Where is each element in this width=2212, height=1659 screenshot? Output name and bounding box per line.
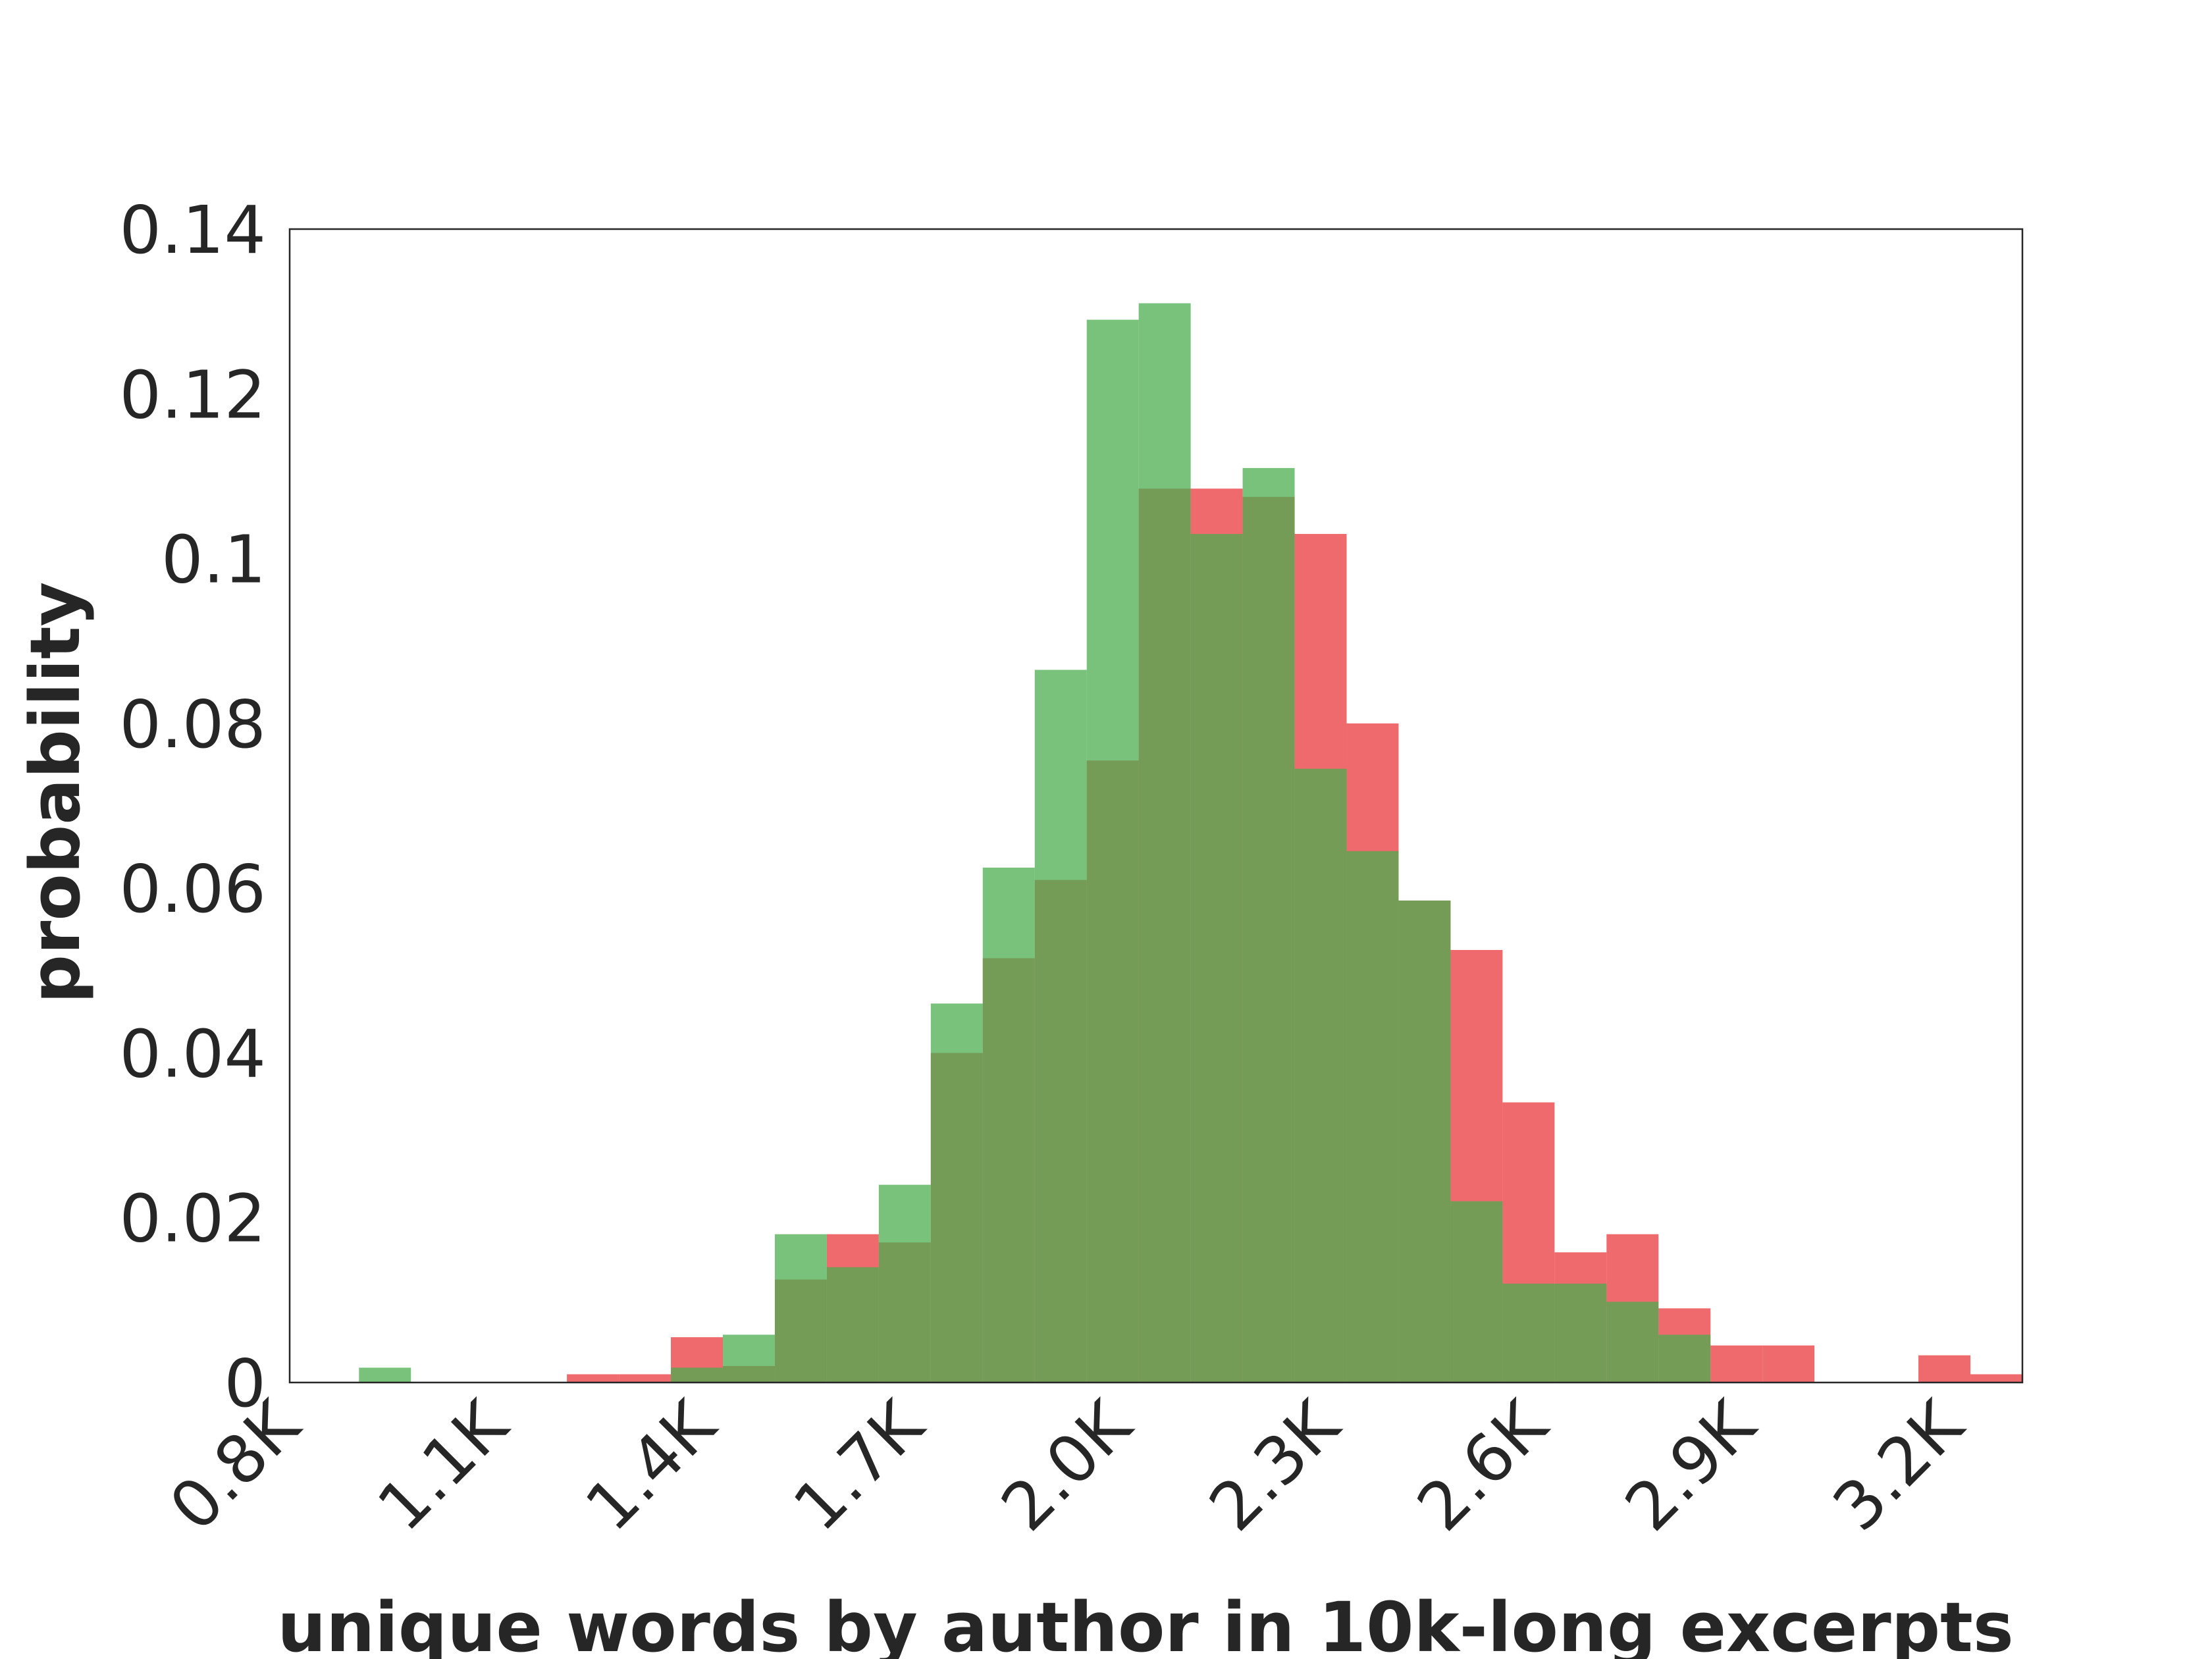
series-2-bar-5 [826, 1267, 879, 1382]
series-2-bar-13 [1242, 467, 1295, 1382]
x-tick-label: 2.0K [987, 1386, 1147, 1546]
series-2-bar-19 [1554, 1283, 1607, 1382]
x-tick-label: 1.1K [363, 1386, 523, 1546]
series-2-bar-2 [671, 1367, 723, 1382]
x-axis-title: unique words by author in 10k-long excer… [277, 1587, 2014, 1659]
histogram-bars [359, 303, 2022, 1383]
series-2-bar-10 [1086, 319, 1139, 1383]
series-2-bar-18 [1502, 1283, 1555, 1382]
y-axis-ticks: 0 0.02 0.04 0.06 0.08 0.1 0.12 0.14 [119, 192, 266, 1422]
series-2-bar-16 [1398, 900, 1451, 1382]
series-1-bar-24 [1762, 1345, 1815, 1382]
series-2-bar-1 [359, 1367, 411, 1382]
y-tick-label: 0.12 [119, 356, 266, 433]
series-2-bar-14 [1294, 768, 1347, 1382]
x-tick-label: 1.7K [779, 1386, 939, 1546]
series-2-bar-21 [1658, 1334, 1711, 1382]
x-tick-label: 2.3K [1195, 1386, 1355, 1546]
x-axis-ticks: 0.8K 1.1K 1.4K 1.7K 2.0K 2.3K 2.6K 2.9K 3.2K [155, 1386, 1978, 1546]
series-2-bar-3 [723, 1334, 775, 1382]
series-2-bar-20 [1606, 1302, 1659, 1382]
x-tick-label: 3.2K [1818, 1386, 1978, 1546]
x-tick-label: 2.9K [1610, 1386, 1770, 1546]
series-2-bar-11 [1138, 303, 1191, 1383]
series-2-bar-15 [1346, 851, 1399, 1382]
y-tick-label: 0 [224, 1345, 266, 1422]
x-tick-label: 2.6K [1402, 1386, 1562, 1546]
y-tick-label: 0.06 [119, 851, 266, 928]
y-tick-label: 0.08 [119, 686, 266, 763]
series-2-bar-17 [1450, 1201, 1503, 1382]
y-tick-label: 0.14 [119, 192, 266, 269]
series-1-bar-27 [1918, 1355, 1971, 1382]
plot-frame [288, 228, 2024, 1384]
series-1-bar-28 [1970, 1374, 2022, 1382]
y-tick-label: 0.1 [161, 521, 266, 598]
series-2-bar-6 [878, 1184, 931, 1382]
series-1-bar-23 [1710, 1345, 1763, 1382]
series-2-bars [359, 303, 1711, 1383]
x-tick-label: 1.4K [571, 1386, 731, 1546]
series-2-bar-4 [774, 1234, 827, 1382]
y-tick-label: 0.02 [119, 1180, 266, 1257]
series-2-bar-12 [1190, 534, 1243, 1382]
series-2-bar-9 [1034, 670, 1087, 1382]
series-2-bar-7 [930, 1003, 983, 1382]
series-1-bar-2 [619, 1374, 672, 1382]
y-tick-label: 0.04 [119, 1015, 266, 1092]
series-2-bar-8 [982, 867, 1035, 1382]
series-1-bar-1 [567, 1374, 619, 1382]
y-axis-title: probability [15, 582, 95, 1004]
